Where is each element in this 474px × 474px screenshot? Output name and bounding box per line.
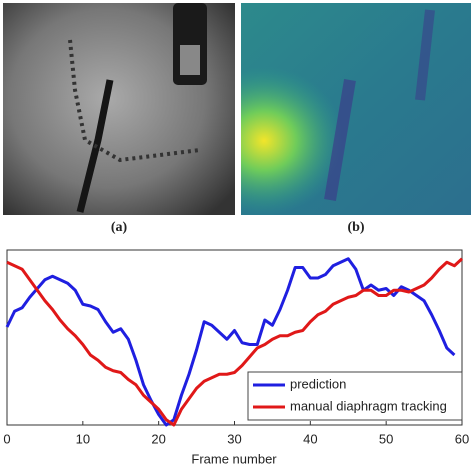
caption: (b) (347, 220, 364, 235)
data-line (6, 257, 464, 427)
x-tick-label: 30 (227, 431, 241, 446)
legend: prediction manual diaphragm tracking (247, 371, 463, 421)
x-tick-label: 60 (455, 431, 469, 446)
legend-label: prediction (290, 376, 346, 391)
caption: (a) (111, 220, 128, 235)
x-tick-label: 40 (303, 431, 317, 446)
legend-label: manual diaphragm tracking (290, 398, 447, 413)
x-tick-label: 0 (3, 431, 10, 446)
x-tick-label: 50 (379, 431, 393, 446)
heatmap-image (241, 3, 471, 215)
x-axis-label: Frame number (191, 451, 277, 466)
x-tick-label: 10 (76, 431, 90, 446)
xray-image (3, 3, 235, 215)
data-line (5, 257, 456, 427)
x-tick-label: 20 (151, 431, 165, 446)
